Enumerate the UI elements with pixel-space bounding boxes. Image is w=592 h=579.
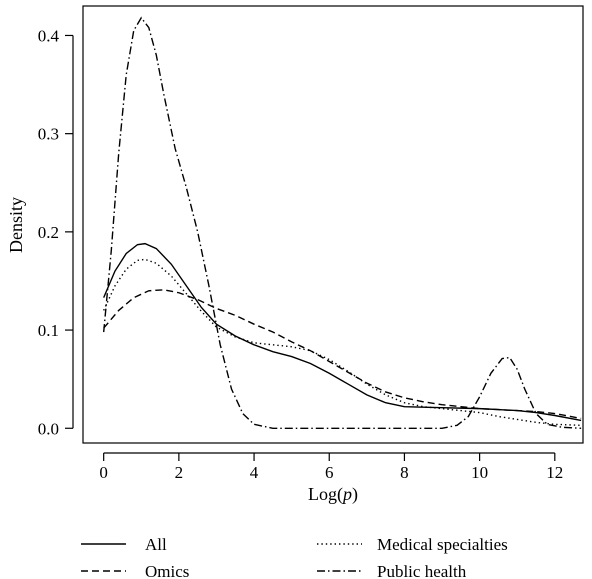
legend: All Omics Medical specialties Public hea… (81, 535, 508, 579)
legend-label-medical-specialties: Medical specialties (377, 535, 508, 554)
x-tick-label: 2 (175, 463, 184, 482)
series-line-medical-specialties (103, 258, 582, 427)
x-tick-label: 6 (325, 463, 334, 482)
series-line-public-health (102, 16, 582, 429)
legend-label-public-health: Public health (377, 562, 467, 579)
y-tick-label: 0.4 (38, 26, 60, 45)
series-line-all (103, 242, 582, 422)
y-tick-label: 0.3 (38, 125, 59, 144)
x-tick-label: 12 (546, 463, 563, 482)
y-axis-title: Density (6, 197, 26, 253)
y-tick-label: 0.1 (38, 321, 59, 340)
legend-item-medical-specialties: Medical specialties (317, 535, 508, 554)
y-tick-label: 0.2 (38, 223, 59, 242)
legend-item-public-health: Public health (317, 562, 467, 579)
legend-label-omics: Omics (145, 562, 189, 579)
x-axis: 0 2 4 6 8 10 12 (99, 452, 563, 482)
x-tick-label: 8 (400, 463, 409, 482)
y-axis: 0.0 0.1 0.2 0.3 0.4 (38, 26, 74, 438)
legend-item-all: All (81, 535, 167, 554)
legend-item-omics: Omics (81, 562, 189, 579)
x-axis-title: Log(p) (308, 484, 358, 505)
plot-frame (82, 5, 584, 444)
x-tick-label: 4 (250, 463, 259, 482)
series-layer (102, 16, 582, 429)
y-tick-label: 0.0 (38, 419, 59, 438)
x-tick-label: 0 (99, 463, 108, 482)
legend-label-all: All (145, 535, 167, 554)
x-tick-label: 10 (471, 463, 488, 482)
series-line-omics (103, 289, 582, 420)
